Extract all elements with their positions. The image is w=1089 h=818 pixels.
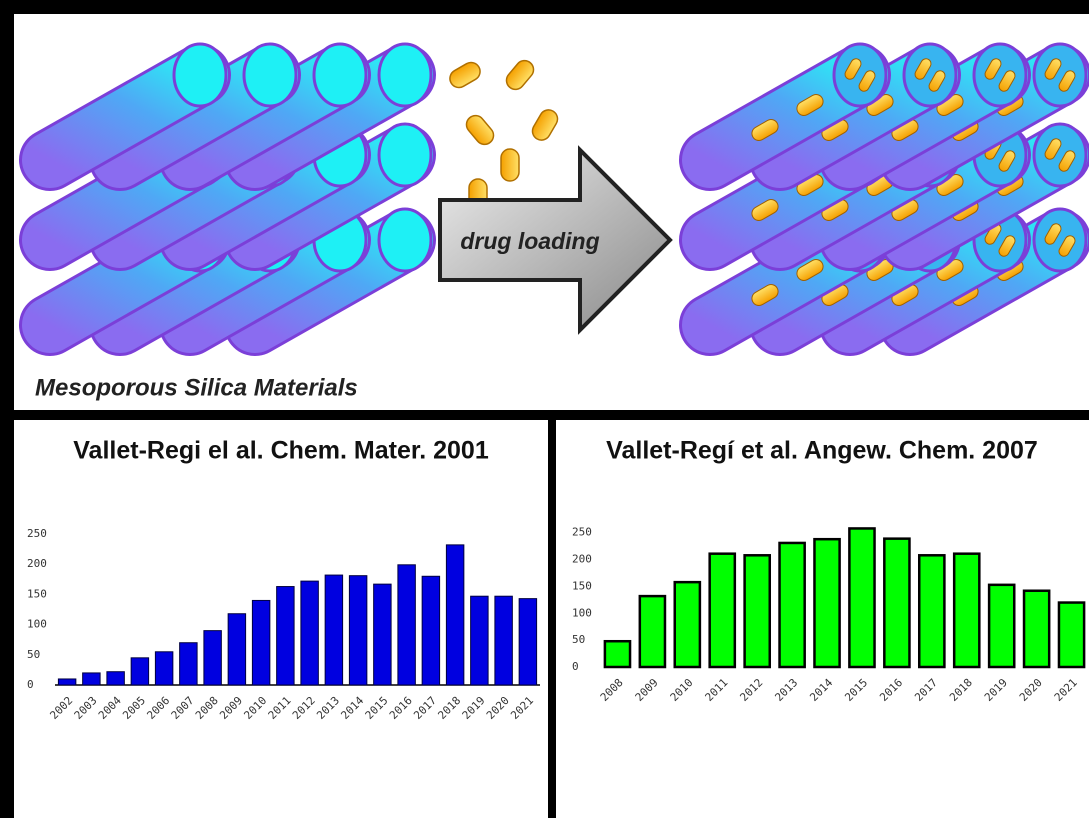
pore xyxy=(379,124,431,186)
chart-title: Vallet-Regi el al. Chem. Mater. 2001 xyxy=(73,437,489,465)
bar xyxy=(495,596,512,685)
bar xyxy=(252,600,269,685)
arrow-label: drug loading xyxy=(460,228,599,254)
pore xyxy=(974,44,1026,106)
pore xyxy=(834,44,886,106)
page: {"illustration": {"arrow_label": "drug l… xyxy=(0,0,1089,818)
pore xyxy=(314,44,366,106)
y-tick-label: 100 xyxy=(27,618,47,631)
bar xyxy=(277,587,294,685)
figure: drug loading Mesoporous Silica Materials… xyxy=(0,0,1089,818)
bar xyxy=(131,658,148,685)
pore xyxy=(1034,124,1086,186)
bar xyxy=(1059,603,1084,667)
y-tick-label: 50 xyxy=(572,633,585,646)
bar xyxy=(471,596,488,685)
bar xyxy=(58,679,75,685)
pore xyxy=(174,44,226,106)
bar xyxy=(605,641,630,667)
bar xyxy=(107,672,124,685)
bar xyxy=(640,596,665,667)
bar xyxy=(745,555,770,667)
y-tick-label: 50 xyxy=(27,648,40,661)
y-tick-label: 200 xyxy=(572,553,592,566)
y-tick-label: 250 xyxy=(27,527,47,540)
y-tick-label: 250 xyxy=(572,526,592,539)
pore xyxy=(244,44,296,106)
y-tick-label: 150 xyxy=(572,579,592,592)
bar xyxy=(446,545,463,685)
caption: Mesoporous Silica Materials xyxy=(35,374,358,401)
bar xyxy=(884,539,909,667)
bar xyxy=(180,643,197,685)
bar xyxy=(398,565,415,685)
bar xyxy=(814,539,839,667)
pill xyxy=(501,149,519,181)
y-tick-label: 0 xyxy=(27,678,34,691)
y-tick-label: 150 xyxy=(27,587,47,600)
bar xyxy=(519,599,536,685)
bar xyxy=(780,543,805,667)
bar xyxy=(228,614,245,685)
bar xyxy=(374,584,391,685)
bar xyxy=(155,652,172,685)
pore xyxy=(904,44,956,106)
bar xyxy=(204,631,221,685)
pore xyxy=(379,44,431,106)
y-tick-label: 0 xyxy=(572,660,579,673)
bar xyxy=(849,528,874,667)
bar xyxy=(989,585,1014,667)
bar xyxy=(325,575,342,685)
bar xyxy=(83,673,100,685)
bar xyxy=(675,582,700,667)
bar xyxy=(301,581,318,685)
bar xyxy=(349,576,366,685)
bar xyxy=(422,576,439,685)
pore xyxy=(1034,209,1086,271)
y-tick-label: 100 xyxy=(572,606,592,619)
bar xyxy=(710,554,735,667)
chart-title: Vallet-Regí et al. Angew. Chem. 2007 xyxy=(606,437,1038,465)
pore xyxy=(1034,44,1086,106)
bar xyxy=(919,555,944,667)
bar xyxy=(954,554,979,667)
pore xyxy=(379,209,431,271)
y-tick-label: 200 xyxy=(27,557,47,570)
bar xyxy=(1024,591,1049,667)
